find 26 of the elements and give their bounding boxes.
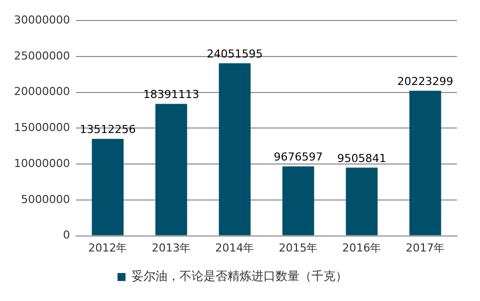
legend-label: 妥尔油，不论是否精炼进口数量（千克） xyxy=(132,269,348,284)
x-tick-label: 2016年 xyxy=(342,241,382,254)
y-tick-label: 30000000 xyxy=(14,13,70,26)
x-tick-label: 2012年 xyxy=(88,241,128,254)
x-tick-label: 2015年 xyxy=(278,241,318,254)
bar xyxy=(155,104,188,236)
x-tick-label: 2013年 xyxy=(152,241,191,254)
data-label: 18391113 xyxy=(143,88,200,102)
data-label: 9676597 xyxy=(274,150,323,164)
data-label: 20223299 xyxy=(397,75,454,88)
bar xyxy=(282,166,314,236)
data-label: 13512256 xyxy=(80,123,136,136)
x-tick-label: 2014年 xyxy=(215,241,254,254)
data-label: 24051595 xyxy=(206,48,263,61)
bar xyxy=(409,90,442,236)
y-tick-label: 10000000 xyxy=(14,156,70,170)
bar xyxy=(92,138,124,236)
data-label: 9505841 xyxy=(337,152,386,165)
y-tick-label: 0 xyxy=(62,228,70,242)
y-tick-label: 25000000 xyxy=(14,49,70,62)
bar xyxy=(218,63,251,236)
x-tick-label: 2017年 xyxy=(406,241,445,254)
y-tick-label: 15000000 xyxy=(14,121,70,134)
y-tick-label: 20000000 xyxy=(14,85,70,98)
y-tick-label: 5000000 xyxy=(20,192,70,206)
bar xyxy=(346,168,378,236)
